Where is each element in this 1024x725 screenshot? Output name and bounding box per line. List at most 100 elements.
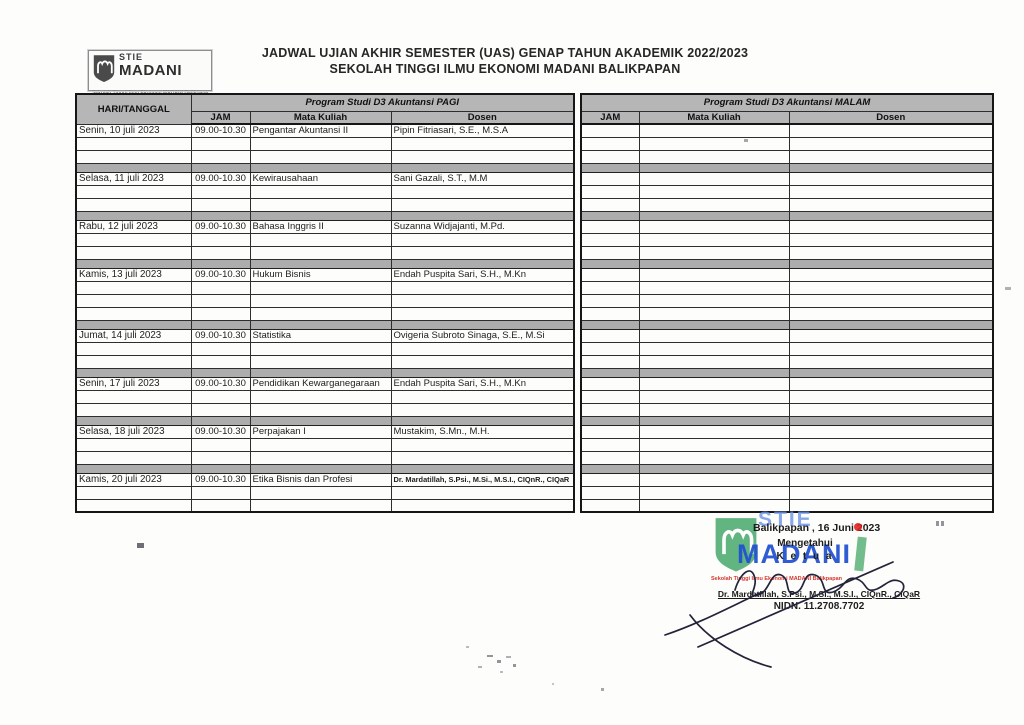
empty-lecturer-cell	[788, 171, 994, 186]
malam-col-matakuliah: Mata Kuliah	[638, 110, 790, 125]
separator-cell	[788, 319, 994, 330]
malam-col-jam: JAM	[580, 110, 640, 125]
stamp-tagline: Sekolah Tinggi Ilmu Ekonomi MADANI Balik…	[711, 576, 842, 582]
blank-cell	[638, 485, 790, 500]
document-title: JADWAL UJIAN AKHIR SEMESTER (UAS) GENAP …	[0, 46, 1010, 76]
scan-speck	[552, 683, 554, 685]
empty-lecturer-cell	[788, 219, 994, 234]
separator-cell	[788, 367, 994, 378]
empty-course-cell	[638, 424, 790, 439]
blank-cell	[190, 184, 251, 199]
blank-cell	[580, 437, 640, 452]
blank-cell	[788, 245, 994, 260]
logo-stie-text: STIE	[119, 52, 144, 62]
blank-cell	[249, 354, 392, 369]
separator-cell	[75, 319, 192, 330]
separator-cell	[580, 367, 640, 378]
separator-row	[75, 463, 575, 474]
jam-cell: 09.00-10.30	[190, 424, 251, 439]
blank-cell	[190, 341, 251, 356]
separator-cell	[75, 258, 192, 269]
blank-row	[75, 280, 575, 295]
blank-cell	[638, 341, 790, 356]
empty-course-cell	[638, 328, 790, 343]
blank-cell	[249, 341, 392, 356]
separator-cell	[390, 367, 575, 378]
date-cell: Senin, 17 juli 2023	[75, 376, 192, 391]
schedule-row: Selasa, 18 juli 2023 09.00-10.30 Perpajaka…	[75, 424, 575, 439]
empty-lecturer-cell	[788, 424, 994, 439]
empty-jam-cell	[580, 472, 640, 487]
blank-row	[75, 232, 575, 247]
separator-row	[75, 415, 575, 426]
schedule-row: Rabu, 12 juli 2023 09.00-10.30 Bahasa Ingg…	[75, 219, 575, 234]
blank-row	[75, 293, 575, 308]
blank-cell	[580, 136, 640, 151]
blank-row	[75, 149, 575, 164]
blank-row	[75, 450, 575, 465]
blank-row-malam	[580, 232, 994, 247]
separator-row-malam	[580, 162, 994, 173]
blank-cell	[249, 450, 392, 465]
blank-cell	[75, 498, 192, 513]
separator-cell	[638, 210, 790, 221]
course-cell: Bahasa Inggris II	[249, 219, 392, 234]
schedule-row: Kamis, 13 juli 2023 09.00-10.30 Hukum Bisn…	[75, 267, 575, 282]
blank-cell	[249, 437, 392, 452]
empty-jam-cell	[580, 219, 640, 234]
blank-cell	[75, 402, 192, 417]
empty-lecturer-cell	[788, 267, 994, 282]
blank-cell	[249, 293, 392, 308]
blank-cell	[638, 354, 790, 369]
jam-cell: 09.00-10.30	[190, 472, 251, 487]
red-dot-mark	[854, 523, 862, 531]
separator-cell	[580, 463, 640, 474]
stamp-stie-text: STIE	[758, 508, 813, 531]
blank-row-malam	[580, 306, 994, 321]
separator-row-malam	[580, 463, 994, 474]
lecturer-cell: Dr. Mardatillah, S.Psi., M.Si., M.S.I., …	[390, 472, 575, 487]
separator-cell	[190, 319, 251, 330]
separator-cell	[638, 463, 790, 474]
blank-cell	[638, 402, 790, 417]
blank-cell	[190, 437, 251, 452]
blank-cell	[249, 485, 392, 500]
empty-lecturer-cell	[788, 123, 994, 138]
blank-cell	[190, 232, 251, 247]
blank-cell	[638, 245, 790, 260]
pagi-col-jam: JAM	[190, 110, 251, 125]
blank-row-malam	[580, 485, 994, 500]
schedule-row-malam	[580, 219, 994, 234]
blank-cell	[390, 354, 575, 369]
blank-cell	[249, 232, 392, 247]
blank-cell	[638, 450, 790, 465]
blank-cell	[788, 389, 994, 404]
blank-cell	[788, 485, 994, 500]
blank-cell	[75, 232, 192, 247]
blank-cell	[390, 232, 575, 247]
empty-jam-cell	[580, 376, 640, 391]
blank-cell	[190, 498, 251, 513]
date-cell: Senin, 10 juli 2023	[75, 123, 192, 138]
blank-cell	[190, 293, 251, 308]
scan-speck	[941, 521, 944, 526]
date-cell: Selasa, 11 juli 2023	[75, 171, 192, 186]
scan-speck	[936, 521, 939, 526]
blank-cell	[390, 485, 575, 500]
blank-row	[75, 245, 575, 260]
blank-cell	[788, 149, 994, 164]
separator-cell	[75, 415, 192, 426]
schedule-row-malam	[580, 472, 994, 487]
blank-cell	[75, 354, 192, 369]
blank-cell	[390, 306, 575, 321]
blank-cell	[580, 197, 640, 212]
blank-cell	[75, 184, 192, 199]
blank-cell	[75, 341, 192, 356]
separator-row-malam	[580, 210, 994, 221]
blank-cell	[390, 437, 575, 452]
blank-cell	[390, 341, 575, 356]
blank-cell	[638, 293, 790, 308]
schedule-row-malam	[580, 123, 994, 138]
separator-cell	[788, 258, 994, 269]
blank-cell	[390, 136, 575, 151]
